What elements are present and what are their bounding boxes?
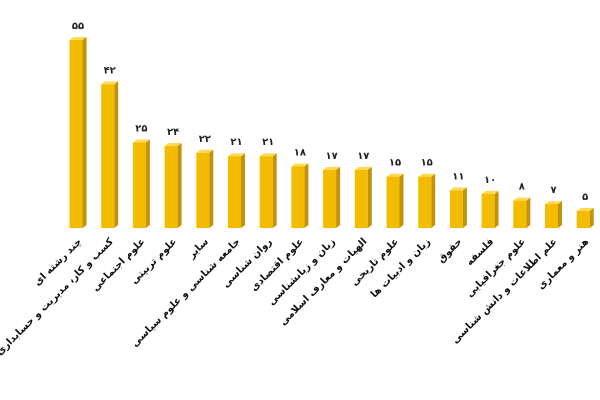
bar-front xyxy=(132,142,146,228)
bar xyxy=(132,139,150,228)
bar xyxy=(576,207,594,228)
bar-side xyxy=(241,153,245,228)
bar-front xyxy=(259,156,273,228)
data-label: ۱۷ xyxy=(357,151,369,162)
bar-side xyxy=(209,149,214,228)
data-label: ۲۲ xyxy=(199,134,211,145)
bar xyxy=(418,173,436,228)
bar-top xyxy=(291,163,309,167)
bar xyxy=(164,142,182,228)
bar-side xyxy=(526,197,531,228)
bar-front xyxy=(513,200,527,228)
bar-top xyxy=(259,153,277,157)
bar-top xyxy=(513,197,531,201)
bar-side xyxy=(399,173,404,228)
bar-front xyxy=(196,152,210,228)
bar-top xyxy=(449,187,467,191)
category-label: فلسفه xyxy=(464,236,496,268)
bar-front xyxy=(386,176,400,228)
bar-top xyxy=(576,207,594,211)
bar-side xyxy=(272,153,277,228)
data-label: ۱۵ xyxy=(389,158,401,169)
bar-side xyxy=(177,142,182,228)
bar xyxy=(101,81,119,228)
bar-front xyxy=(449,190,463,228)
bar xyxy=(69,37,87,228)
category-label: سایر xyxy=(186,236,211,261)
bar xyxy=(228,153,245,228)
bar-side xyxy=(558,201,562,228)
bar-top xyxy=(545,201,562,205)
bar xyxy=(386,173,404,228)
bar xyxy=(513,197,531,228)
category-label: علوم جغرافیایی xyxy=(464,236,527,299)
bar xyxy=(196,149,214,228)
data-label: ۱۸ xyxy=(294,147,306,158)
bar-front xyxy=(576,210,590,228)
bar-top xyxy=(101,81,119,85)
data-label: ۵ xyxy=(582,192,588,203)
bar xyxy=(481,190,499,228)
bar-front xyxy=(101,84,115,228)
data-label: ۱۰ xyxy=(484,175,496,186)
bar-side xyxy=(431,173,436,228)
bar-top xyxy=(481,190,499,194)
bar-front xyxy=(291,166,305,228)
bar xyxy=(449,187,467,228)
bar-side xyxy=(114,81,119,228)
category-label: زبان و ادبیات ها xyxy=(369,236,433,300)
data-label: ۲۱ xyxy=(262,137,274,148)
bar-top xyxy=(69,37,87,40)
bar-front xyxy=(323,169,337,228)
data-label: ۱۷ xyxy=(325,151,337,162)
bar-side xyxy=(336,166,341,228)
data-label: ۴۲ xyxy=(104,65,116,76)
bar xyxy=(323,166,341,228)
bar xyxy=(291,163,309,228)
data-label: ۲۴ xyxy=(167,127,179,138)
bar-front xyxy=(69,40,83,228)
bar xyxy=(259,153,277,228)
bar-side xyxy=(82,37,87,228)
bar-side xyxy=(494,190,499,228)
data-label: ۵۵ xyxy=(72,21,84,32)
bar-top xyxy=(132,139,150,143)
bar-front xyxy=(545,204,558,228)
bar-side xyxy=(589,207,594,228)
category-label: حقوق xyxy=(436,236,465,265)
bar-side xyxy=(367,166,372,228)
bar xyxy=(545,201,562,228)
bar-front xyxy=(481,193,495,228)
bar-top xyxy=(386,173,404,177)
data-label: ۱۵ xyxy=(421,158,433,169)
bar-front xyxy=(164,145,178,228)
bar-front xyxy=(418,176,432,228)
bar-front xyxy=(228,156,241,228)
data-label: ۷ xyxy=(550,185,556,196)
bar-top xyxy=(418,173,436,177)
bar-top xyxy=(228,153,245,157)
bar-top xyxy=(354,166,372,170)
bar-front xyxy=(354,169,368,228)
bar-side xyxy=(462,187,467,228)
bar-side xyxy=(145,139,150,228)
bar-top xyxy=(164,142,182,146)
bar-top xyxy=(196,149,214,153)
data-label: ۲۵ xyxy=(135,124,147,135)
bar xyxy=(354,166,372,228)
bar-top xyxy=(323,166,341,170)
data-label: ۲۱ xyxy=(230,137,242,148)
data-label: ۱۱ xyxy=(452,171,464,182)
data-label: ۸ xyxy=(519,182,525,193)
bar-side xyxy=(304,163,309,228)
